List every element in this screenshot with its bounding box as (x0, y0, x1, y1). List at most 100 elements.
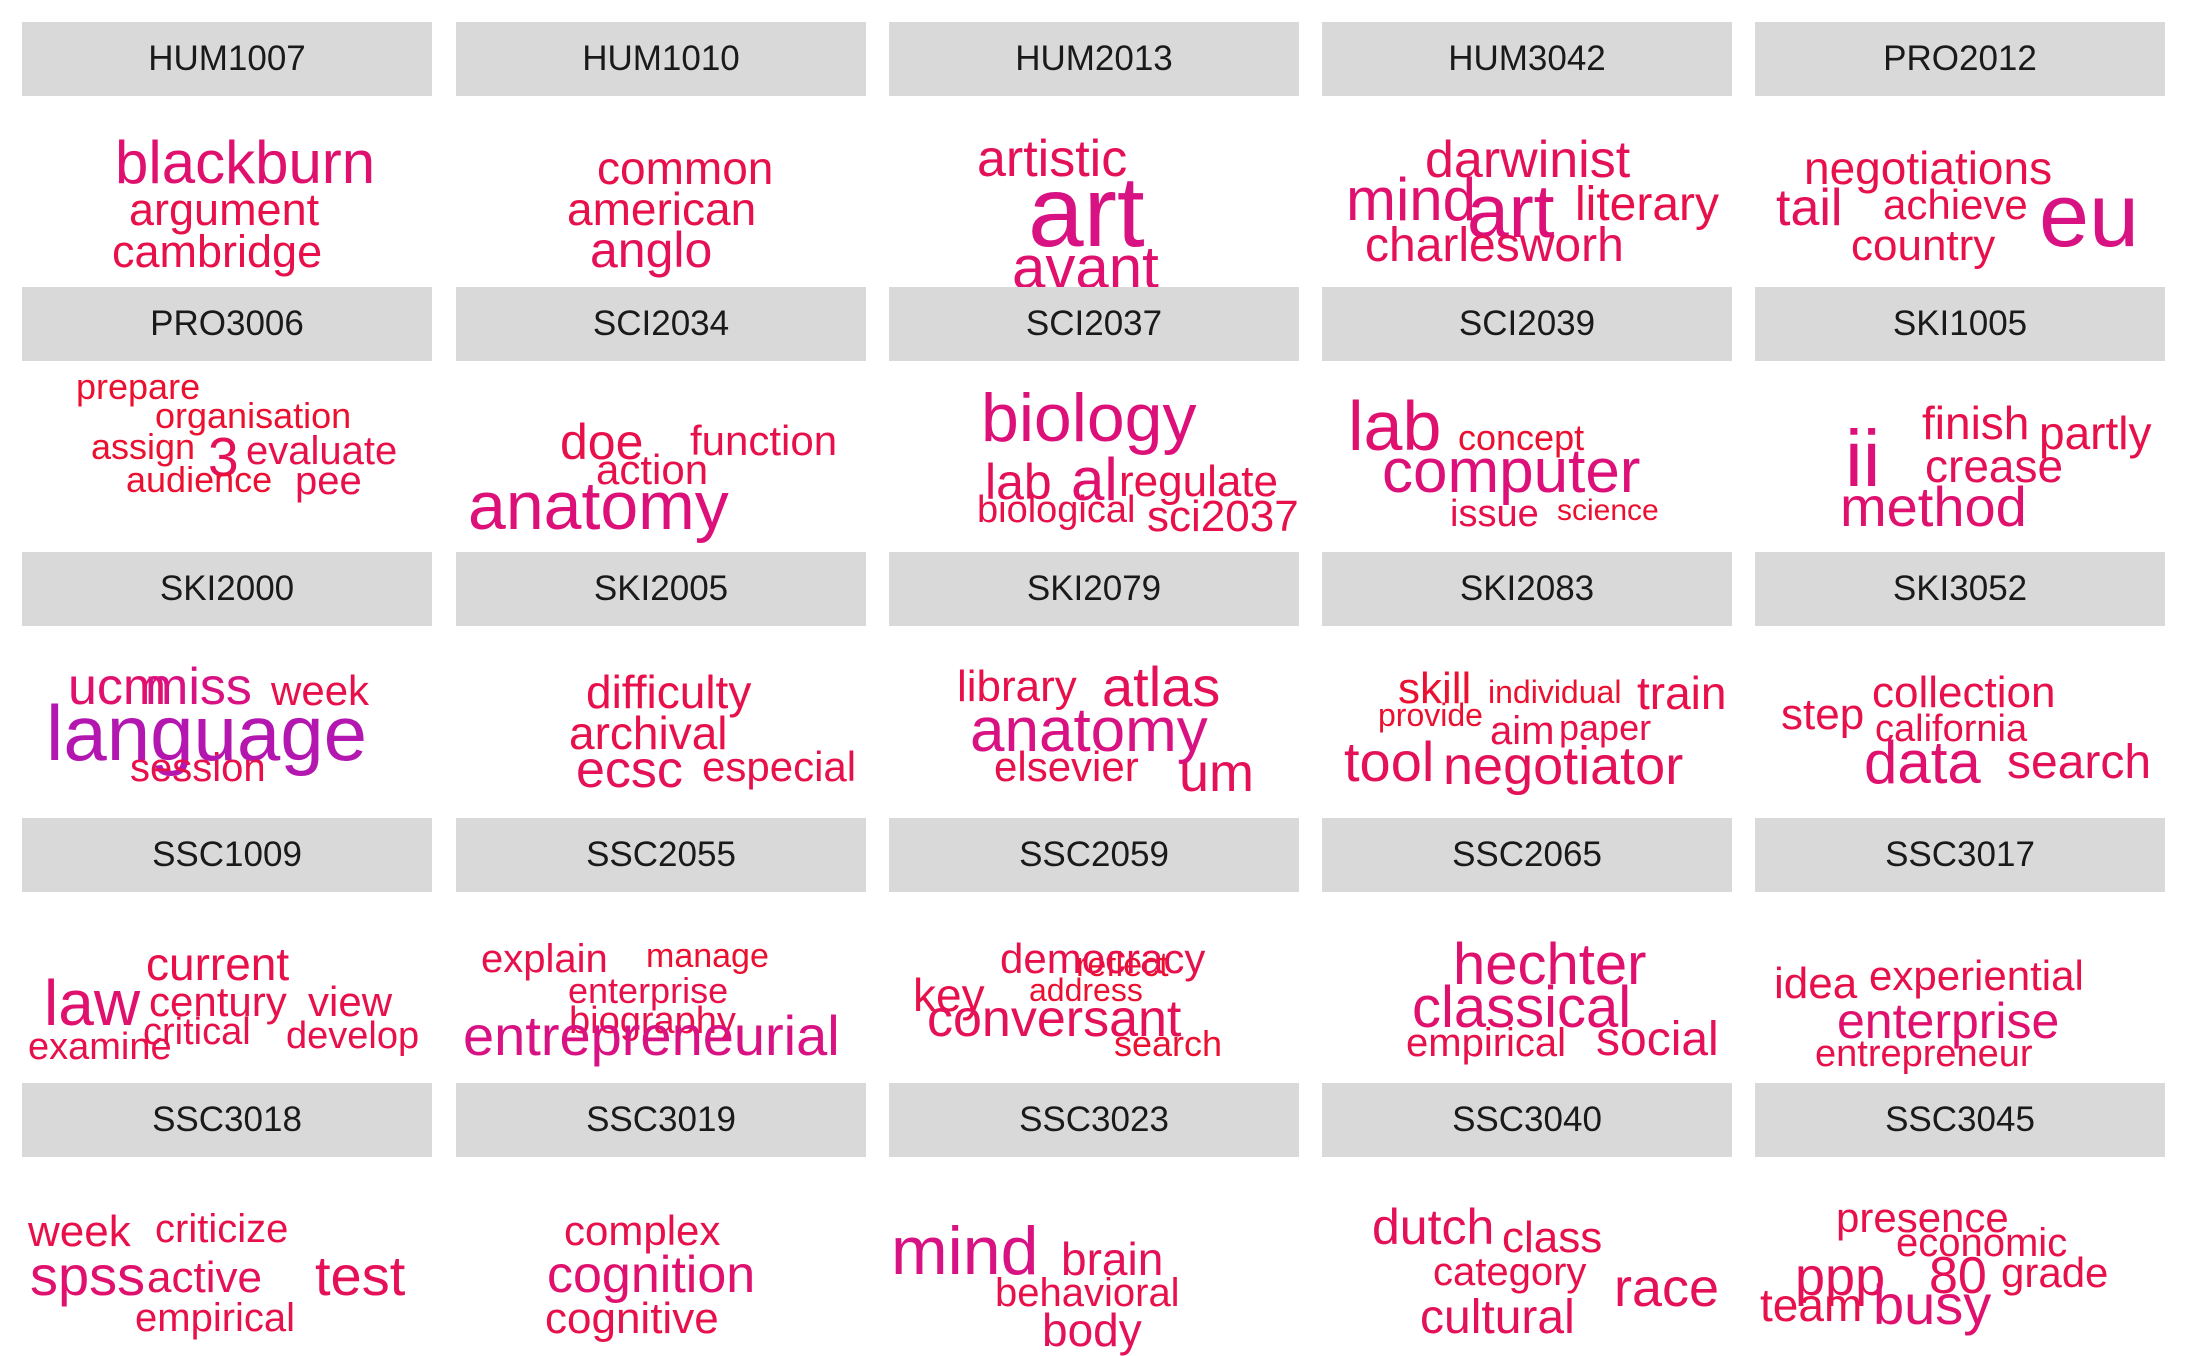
word-al: al (1071, 446, 1118, 513)
word-conversant: conversant (927, 990, 1182, 1048)
panel-title: HUM1010 (456, 22, 866, 96)
panel-title: PRO3006 (22, 287, 432, 361)
word-california: california (1875, 708, 2028, 750)
panel-title: SKI3052 (1755, 552, 2165, 626)
word-3: 3 (208, 426, 239, 488)
word-cloud: library atlas anatomy elsevier um (889, 626, 1299, 816)
panel-sci2039: SCI2039 lab concept computer issue science (1322, 287, 1732, 537)
word-examine: examine (28, 1026, 172, 1068)
word-view: view (308, 978, 393, 1025)
panel-hum1007: HUM1007 blackburn argument cambridge (22, 22, 432, 274)
word-especial: especial (702, 743, 857, 790)
word-common: common (597, 142, 774, 194)
word-finish: finish (1922, 397, 2030, 449)
word-experiential: experiential (1869, 952, 2084, 999)
word-critical: critical (143, 1011, 251, 1053)
panel-title: SSC2055 (456, 818, 866, 892)
word-regulate: regulate (1119, 457, 1279, 506)
word-language: language (46, 689, 367, 777)
word-charlesworh: charlesworh (1365, 219, 1624, 272)
panel-title: SSC1009 (22, 818, 432, 892)
word-cloud: step collection california data search (1755, 626, 2165, 816)
panel-ski3052: SKI3052 step collection california data searc… (1755, 552, 2165, 802)
panel-title: HUM1007 (22, 22, 432, 96)
word-address: address (1029, 972, 1143, 1008)
word-miss: miss (145, 658, 252, 716)
word-manage: manage (646, 937, 769, 975)
word-cloud: explain manage enterprise biography entrepre… (456, 892, 866, 1082)
word-enterprise: enterprise (568, 970, 729, 1011)
word-economic: economic (1896, 1221, 2068, 1265)
word-darwinist: darwinist (1425, 131, 1631, 189)
panel-pro3006: PRO3006 prepare organisation assign 3 evaluat… (22, 287, 432, 537)
word-cloud: skill individual train provide aim paper tool n… (1322, 626, 1732, 816)
word-social: social (1596, 1013, 1719, 1066)
word-elsevier: elsevier (994, 743, 1139, 790)
word-argument: argument (129, 184, 320, 235)
word-um: um (1179, 743, 1255, 803)
panel-pro2012: PRO2012 negotiations tail achieve country eu (1755, 22, 2165, 272)
word-law: law (44, 967, 141, 1039)
word-cloud: difficulty archival ecsc especial (456, 626, 866, 816)
word-mind: mind (891, 1213, 1039, 1289)
panel-title: SKI1005 (1755, 287, 2165, 361)
word-collection: collection (1872, 668, 2056, 717)
word-assign: assign (91, 426, 196, 467)
word-issue: issue (1450, 493, 1539, 535)
word-american: american (567, 183, 757, 235)
word-paper: paper (1559, 707, 1652, 748)
panel-hum2013: HUM2013 artistic art avant (889, 22, 1299, 298)
word-cloud: dutch class category race cultural (1322, 1157, 1732, 1347)
word-negotiator: negotiator (1443, 736, 1684, 796)
panel-ski2005: SKI2005 difficulty archival ecsc especial (456, 552, 866, 802)
word-empirical: empirical (135, 1296, 296, 1340)
word-cloud: prepare organisation assign 3 evaluate audien… (22, 361, 432, 551)
panel-sci2034: SCI2034 doe function action anatomy (456, 287, 866, 540)
word-behavioral: behavioral (995, 1271, 1180, 1315)
word-ucm: ucm (68, 658, 167, 716)
word-cloud: ucm miss week language session (22, 626, 432, 816)
word-concept: concept (1458, 417, 1585, 458)
panel-title: SCI2037 (889, 287, 1299, 361)
word-country: country (1851, 221, 1996, 270)
word-audience: audience (126, 459, 273, 500)
word-century: century (149, 978, 287, 1025)
word-search: search (1114, 1023, 1223, 1064)
panel-ski2000: SKI2000 ucm miss week language session (22, 552, 432, 802)
word-busy: busy (1873, 1273, 1992, 1336)
word-team: team (1760, 1279, 1863, 1331)
panel-hum3042: HUM3042 darwinist mind art literary charleswo… (1322, 22, 1732, 272)
word-ppp: ppp (1795, 1247, 1886, 1307)
word-tail: tail (1776, 179, 1843, 237)
word-negotiations: negotiations (1804, 142, 2053, 194)
word-library: library (957, 662, 1077, 711)
panel-title: SKI2083 (1322, 552, 1732, 626)
word-category: category (1433, 1250, 1587, 1294)
word-test: test (315, 1244, 406, 1307)
word-doe: doe (560, 414, 644, 470)
word-individual: individual (1488, 674, 1622, 710)
panel-ssc3018: SSC3018 week criticize spss active test empiri… (22, 1083, 432, 1338)
word-aim: aim (1490, 709, 1555, 753)
word-anglo: anglo (590, 222, 713, 278)
panel-title: SSC2059 (889, 818, 1299, 892)
panel-title: SCI2039 (1322, 287, 1732, 361)
word-enterprise: enterprise (1837, 993, 2060, 1049)
panel-title: SSC3017 (1755, 818, 2165, 892)
word-mind: mind (1346, 166, 1477, 233)
panel-ssc1009: SSC1009 current law century view critical deve… (22, 818, 432, 1068)
panel-title: SSC3019 (456, 1083, 866, 1157)
word-step: step (1781, 690, 1865, 739)
word-dutch: dutch (1372, 1199, 1495, 1255)
word-data: data (1864, 729, 1981, 796)
word-grade: grade (2001, 1249, 2109, 1296)
word-classical: classical (1412, 975, 1632, 1040)
panel-title: SKI2079 (889, 552, 1299, 626)
word-80: 80 (1929, 1247, 1987, 1305)
word-art: art (1028, 156, 1145, 268)
panel-title: SCI2034 (456, 287, 866, 361)
word-lab: lab (1348, 387, 1442, 465)
word-lab: lab (985, 454, 1052, 510)
word-action: action (596, 446, 709, 493)
